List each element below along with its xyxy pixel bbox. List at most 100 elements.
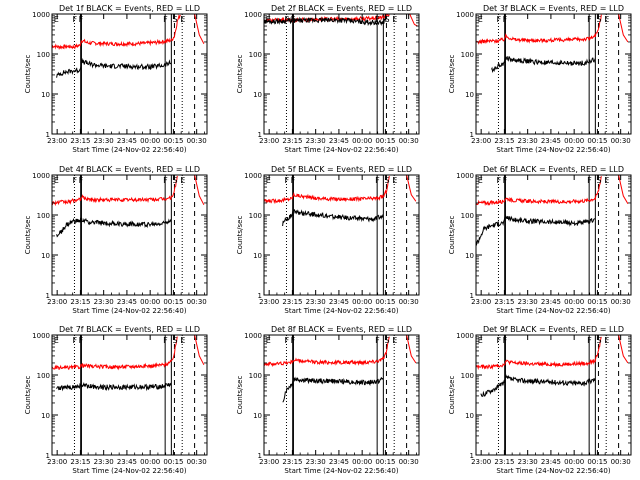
interval-marker: F	[79, 176, 84, 185]
x-tick-label: 23:30	[306, 137, 326, 145]
x-tick-label: 00:30	[611, 137, 631, 145]
y-tick-label: 100	[37, 212, 50, 220]
x-tick-label: 23:00	[471, 137, 491, 145]
y-tick-label: 1	[46, 131, 50, 139]
interval-marker: F	[284, 176, 289, 185]
x-tick-label: 00:00	[140, 298, 160, 306]
x-axis-label: Start Time (24-Nov-02 22:56:40)	[284, 307, 398, 315]
lld-series-line	[264, 176, 390, 205]
panel-title: Det 4f BLACK = Events, RED = LLD	[59, 165, 200, 174]
x-axis-label: Start Time (24-Nov-02 22:56:40)	[72, 307, 186, 315]
x-axis-label: Start Time (24-Nov-02 22:56:40)	[284, 146, 398, 154]
lld-series-tail	[618, 335, 629, 364]
interval-marker: E	[392, 176, 397, 185]
y-tick-label: 1	[258, 131, 262, 139]
x-tick-label: 00:15	[163, 137, 183, 145]
interval-marker: S	[596, 336, 601, 345]
x-tick-label: 23:30	[518, 298, 538, 306]
x-tick-label: 00:30	[399, 458, 419, 466]
plot-frame	[475, 13, 632, 135]
lld-series-line	[52, 14, 181, 51]
interval-marker: E	[180, 15, 185, 24]
interval-marker: E	[392, 336, 397, 345]
y-tick-label: 100	[461, 51, 474, 59]
y-axis-label: Counts/sec	[236, 376, 244, 415]
interval-marker: F	[163, 176, 168, 185]
x-tick-label: 23:45	[541, 137, 561, 145]
interval-marker: E	[54, 15, 59, 24]
x-tick-label: 00:30	[399, 137, 419, 145]
x-axis-label: Start Time (24-Nov-02 22:56:40)	[496, 146, 610, 154]
panel-title: Det 3f BLACK = Events, RED = LLD	[483, 4, 624, 13]
x-tick-label: 23:45	[329, 458, 349, 466]
interval-marker: F	[79, 15, 84, 24]
x-tick-label: 00:00	[352, 137, 372, 145]
x-tick-label: 23:15	[494, 458, 514, 466]
x-tick-label: 23:30	[306, 298, 326, 306]
y-axis-label: Counts/sec	[24, 376, 32, 415]
lld-series-tail	[406, 335, 417, 364]
y-tick-label: 1000	[32, 332, 50, 340]
x-tick-label: 00:15	[587, 458, 607, 466]
panel-title: Det 8f BLACK = Events, RED = LLD	[271, 325, 412, 334]
interval-marker: F	[503, 15, 508, 24]
interval-marker: F	[375, 176, 380, 185]
interval-marker: E	[54, 336, 59, 345]
interval-marker: E	[266, 15, 271, 24]
interval-marker: F	[587, 336, 592, 345]
y-tick-label: 100	[37, 51, 50, 59]
y-tick-label: 1000	[244, 172, 262, 180]
interval-marker: S	[172, 176, 177, 185]
y-axis-label: Counts/sec	[24, 216, 32, 255]
events-series-line	[491, 55, 596, 74]
x-tick-label: 00:15	[587, 298, 607, 306]
interval-marker: E	[604, 336, 609, 345]
interval-marker: F	[163, 336, 168, 345]
x-tick-label: 23:30	[518, 137, 538, 145]
y-tick-label: 10	[41, 252, 50, 260]
x-tick-label: 00:15	[375, 458, 395, 466]
interval-marker: E	[266, 336, 271, 345]
x-axis-label: Start Time (24-Nov-02 22:56:40)	[284, 467, 398, 475]
x-tick-label: 23:30	[94, 298, 114, 306]
y-axis-label: Counts/sec	[448, 376, 456, 415]
interval-marker: F	[72, 176, 77, 185]
y-tick-label: 100	[249, 51, 262, 59]
panel-title: Det 7f BLACK = Events, RED = LLD	[59, 325, 200, 334]
x-tick-label: 00:00	[140, 458, 160, 466]
y-tick-label: 10	[253, 252, 262, 260]
plot-frame	[51, 174, 208, 296]
y-tick-label: 1000	[244, 332, 262, 340]
x-tick-label: 23:00	[259, 298, 279, 306]
x-axis-label: Start Time (24-Nov-02 22:56:40)	[72, 467, 186, 475]
interval-marker: F	[503, 176, 508, 185]
interval-marker: E	[478, 15, 483, 24]
panel-title: Det 9f BLACK = Events, RED = LLD	[483, 325, 624, 334]
plot-frame	[475, 334, 632, 456]
interval-marker: F	[503, 336, 508, 345]
lld-series-line	[52, 175, 178, 207]
lld-series-tail	[618, 175, 629, 205]
x-tick-label: 23:00	[259, 137, 279, 145]
x-tick-label: 23:15	[494, 298, 514, 306]
x-tick-label: 23:15	[494, 137, 514, 145]
y-tick-label: 100	[37, 372, 50, 380]
panel-title: Det 5f BLACK = Events, RED = LLD	[271, 165, 412, 174]
y-tick-label: 1	[46, 452, 50, 460]
plot-frame	[263, 174, 420, 296]
interval-marker: F	[291, 336, 296, 345]
interval-marker: S	[596, 15, 601, 24]
interval-marker: E	[392, 15, 397, 24]
y-tick-label: 1	[470, 292, 474, 300]
y-tick-label: 10	[465, 91, 474, 99]
interval-marker: F	[587, 176, 592, 185]
interval-marker: F	[284, 336, 289, 345]
y-axis-label: Counts/sec	[24, 55, 32, 94]
plot-frame	[51, 13, 208, 135]
